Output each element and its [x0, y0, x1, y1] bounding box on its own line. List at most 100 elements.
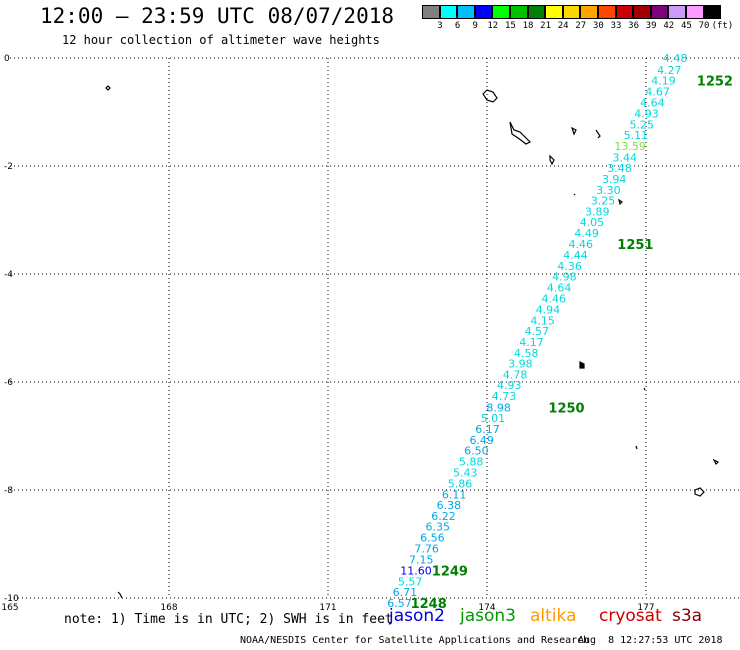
- colorbar-label: (ft): [711, 21, 734, 31]
- colorbar-label: 3: [437, 21, 443, 31]
- island: [579, 361, 585, 369]
- swh-value: 5.01: [481, 412, 506, 425]
- x-tick-label: 174: [478, 603, 495, 613]
- colorbar-swatch: [580, 5, 598, 19]
- colorbar-swatch: [439, 5, 458, 19]
- colorbar-swatch: [615, 5, 634, 19]
- swh-value: 5.43: [453, 467, 478, 480]
- swh-value: 6.57: [387, 597, 412, 610]
- swh-value: 4.27: [657, 64, 682, 77]
- colorbar: [422, 5, 722, 19]
- colorbar-swatch: [457, 5, 475, 19]
- satellite-altika: altika: [530, 606, 577, 626]
- colorbar-label: 70: [698, 21, 710, 31]
- colorbar-label: 27: [575, 21, 587, 31]
- y-tick-label: -8: [4, 486, 13, 496]
- swh-value: 3.98: [508, 358, 533, 371]
- swh-value: 4.64: [547, 282, 572, 295]
- island: [635, 445, 638, 450]
- x-tick-label: 177: [637, 603, 654, 613]
- satellite-jason2: jason2: [389, 606, 445, 626]
- swh-value: 3.44: [613, 151, 638, 164]
- colorbar-swatch: [597, 5, 616, 19]
- swh-value: 4.46: [542, 292, 567, 305]
- y-tick-label: -6: [4, 378, 13, 388]
- swh-value: 6.11: [442, 488, 467, 501]
- y-tick-label: -10: [4, 594, 19, 604]
- swh-value: 4.64: [640, 96, 665, 109]
- swh-value: 5.86: [448, 478, 473, 491]
- swh-value: 6.71: [393, 586, 418, 599]
- island: [573, 193, 576, 196]
- swh-value: 13.59: [614, 140, 646, 153]
- colorbar-label: 9: [472, 21, 478, 31]
- colorbar-label: 45: [680, 21, 692, 31]
- time-label: 1250: [548, 401, 584, 416]
- swh-value: 11.60: [400, 564, 432, 577]
- satellite-s3a: s3a: [672, 606, 703, 626]
- colorbar-label: 18: [522, 21, 534, 31]
- colorbar-swatch: [474, 5, 493, 19]
- colorbar-swatch: [527, 5, 546, 19]
- swh-value: 4.67: [645, 85, 670, 98]
- swh-values: 4.484.274.194.674.644.935.255.1113.593.4…: [387, 52, 687, 610]
- colorbar-label: 15: [504, 21, 516, 31]
- swh-value: 4.58: [514, 347, 539, 360]
- swh-value: 4.98: [552, 271, 577, 284]
- island-outlines: [105, 85, 720, 599]
- swh-value: 6.56: [420, 532, 445, 545]
- colorbar-label: 36: [628, 21, 640, 31]
- swh-value: 6.50: [464, 445, 489, 458]
- swh-value: 5.25: [630, 118, 655, 131]
- time-label: 1251: [617, 238, 653, 253]
- island: [618, 198, 623, 206]
- colorbar-label: 21: [540, 21, 552, 31]
- island: [482, 89, 498, 103]
- island: [570, 126, 577, 136]
- time-label: 1248: [411, 597, 447, 612]
- time-label: 1249: [432, 564, 468, 579]
- swh-value: 6.35: [425, 521, 450, 534]
- swh-value: 3.94: [602, 173, 627, 186]
- colorbar-swatch: [650, 5, 669, 19]
- footer-note: note: 1) Time is in UTC; 2) SWH is in fe…: [64, 612, 393, 627]
- swh-value: 4.19: [651, 75, 676, 88]
- swh-value: 4.94: [536, 304, 561, 317]
- colorbar-label: 39: [645, 21, 657, 31]
- swh-value: 3.30: [596, 184, 621, 197]
- time-labels: 1252 1251 1250 1249 1248: [411, 75, 733, 612]
- island: [105, 85, 111, 91]
- swh-value: 6.49: [469, 434, 494, 447]
- island: [595, 129, 601, 139]
- chart-subtitle: 12 hour collection of altimeter wave hei…: [62, 33, 380, 47]
- island: [643, 387, 646, 391]
- swh-value: 4.57: [525, 325, 550, 338]
- swh-value: 4.73: [492, 390, 517, 403]
- swh-value: 7.15: [409, 554, 434, 567]
- swh-value: 4.78: [503, 368, 528, 381]
- colorbar-label: 30: [592, 21, 604, 31]
- chart-title: 12:00 – 23:59 UTC 08/07/2018: [40, 4, 395, 28]
- swh-value: 4.44: [563, 249, 588, 262]
- colorbar-label: 6: [454, 21, 461, 31]
- x-tick-label: 168: [160, 603, 177, 613]
- y-tick-label: -2: [4, 162, 13, 172]
- credit-line: NOAA/NESDIS Center for Satellite Applica…: [240, 635, 590, 646]
- colorbar-swatch: [422, 5, 440, 19]
- swh-value: 4.93: [634, 108, 659, 121]
- island: [694, 487, 705, 497]
- island: [509, 121, 532, 145]
- swh-value: 4.46: [569, 238, 594, 251]
- swh-value: 8.98: [486, 401, 511, 414]
- swh-value: 7.76: [414, 542, 439, 555]
- colorbar-label: 24: [557, 21, 569, 31]
- swh-value: 4.17: [519, 336, 544, 349]
- satellite-cryosat: cryosat: [599, 606, 662, 626]
- satellite-jason3: jason3: [460, 606, 516, 626]
- colorbar-swatch: [562, 5, 581, 19]
- swh-value: 4.93: [497, 379, 522, 392]
- x-tick-label: 165: [1, 603, 18, 613]
- island: [712, 458, 720, 466]
